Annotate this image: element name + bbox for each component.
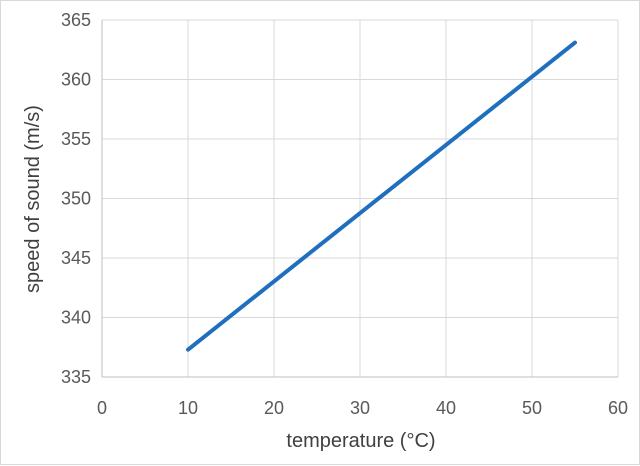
x-tick-label: 10 (178, 398, 198, 418)
y-tick-label: 350 (61, 189, 91, 209)
x-axis-title: temperature (°C) (286, 430, 435, 452)
y-tick-label: 345 (61, 248, 91, 268)
y-tick-label: 340 (61, 308, 91, 328)
x-tick-label: 0 (97, 398, 107, 418)
series-layer (186, 40, 577, 352)
x-tick-label: 20 (264, 398, 284, 418)
y-tick-label: 365 (61, 10, 91, 30)
x-tick-label: 50 (522, 398, 542, 418)
y-tick-label: 355 (61, 129, 91, 149)
x-tick-label: 60 (608, 398, 628, 418)
y-tick-label: 360 (61, 70, 91, 90)
tick-labels: 0 10 20 30 40 50 60 335 340 345 350 355 360 365 (61, 10, 628, 418)
series-line-0 (186, 40, 577, 352)
x-tick-label: 30 (350, 398, 370, 418)
y-tick-label: 335 (61, 367, 91, 387)
y-axis-title: speed of sound (m/s) (22, 105, 44, 293)
grid-lines (102, 19, 619, 377)
x-tick-label: 40 (436, 398, 456, 418)
axes (101, 20, 618, 378)
